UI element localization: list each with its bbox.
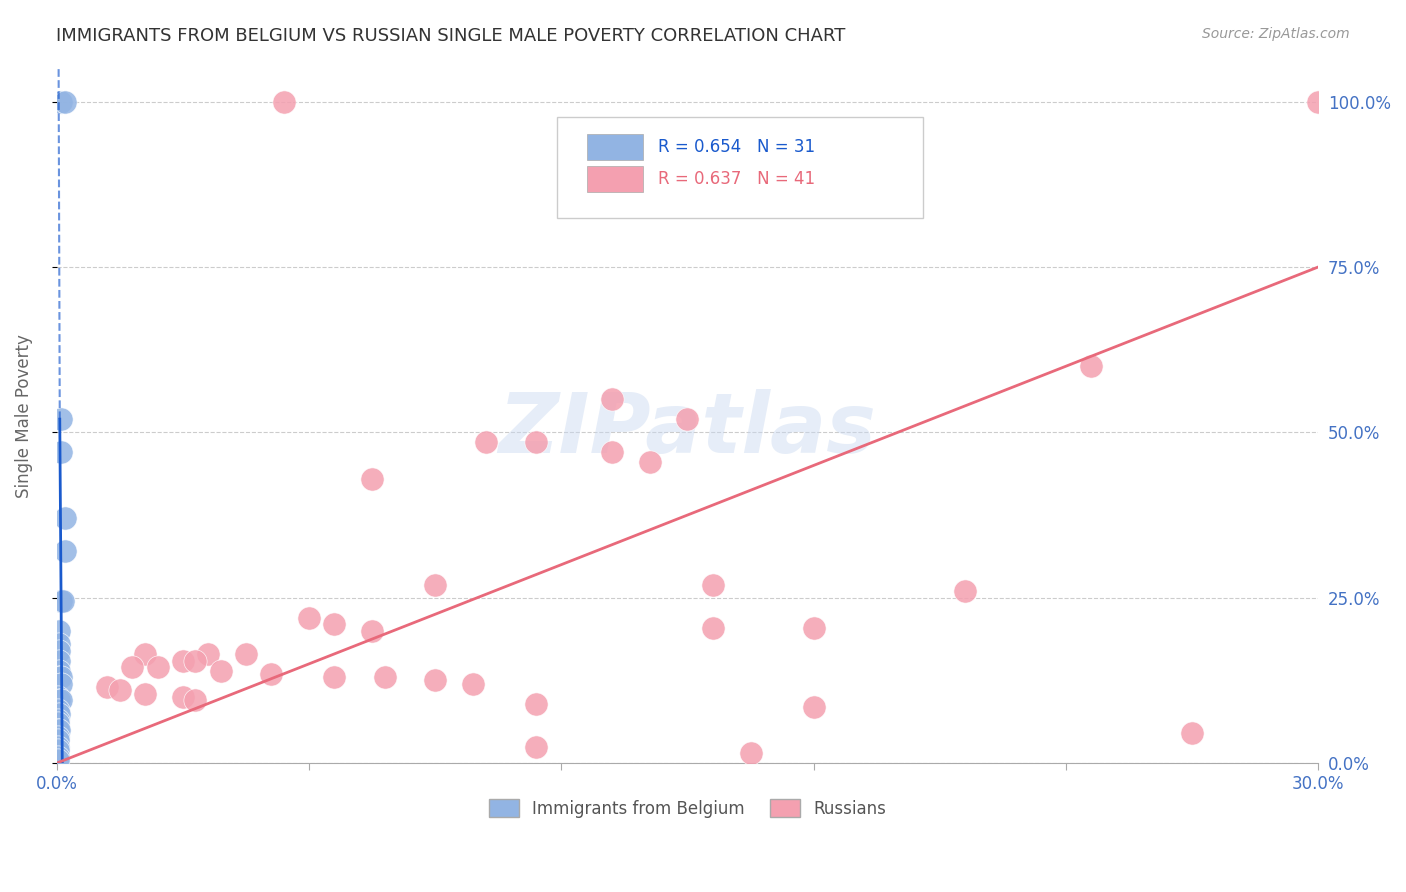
Point <box>953 584 976 599</box>
Point <box>803 620 825 634</box>
Point <box>46 730 69 744</box>
Point <box>48 693 70 707</box>
Point <box>48 706 70 721</box>
Point <box>52 594 75 608</box>
Point <box>600 392 623 407</box>
Point <box>48 723 70 737</box>
Point <box>361 624 384 638</box>
Point <box>46 749 69 764</box>
Point <box>172 690 194 704</box>
Point <box>209 664 232 678</box>
Point <box>524 435 547 450</box>
Point <box>702 620 724 634</box>
Point <box>474 435 496 450</box>
Point <box>374 670 396 684</box>
Point <box>1308 95 1330 109</box>
Point <box>48 624 70 638</box>
Point <box>53 544 76 558</box>
Point <box>53 511 76 525</box>
Text: R = 0.637   N = 41: R = 0.637 N = 41 <box>658 170 815 188</box>
Point <box>184 693 207 707</box>
Point <box>46 713 69 727</box>
Point <box>702 577 724 591</box>
Point <box>46 753 69 767</box>
Point <box>361 472 384 486</box>
Point <box>273 95 295 109</box>
Point <box>48 643 70 657</box>
Point <box>48 637 70 651</box>
Point <box>46 733 69 747</box>
Point <box>49 445 72 459</box>
Text: IMMIGRANTS FROM BELGIUM VS RUSSIAN SINGLE MALE POVERTY CORRELATION CHART: IMMIGRANTS FROM BELGIUM VS RUSSIAN SINGL… <box>56 27 845 45</box>
FancyBboxPatch shape <box>586 166 644 192</box>
Point <box>600 445 623 459</box>
Point <box>1080 359 1102 374</box>
Point <box>46 690 69 704</box>
Point <box>121 660 143 674</box>
Text: R = 0.654   N = 31: R = 0.654 N = 31 <box>658 138 815 156</box>
Point <box>46 743 69 757</box>
Point <box>638 455 661 469</box>
Point <box>298 610 321 624</box>
FancyBboxPatch shape <box>558 117 924 218</box>
Point <box>48 664 70 678</box>
Point <box>48 654 70 668</box>
Point <box>323 670 346 684</box>
Point <box>46 703 69 717</box>
FancyBboxPatch shape <box>586 134 644 161</box>
Point <box>46 739 69 754</box>
Point <box>46 716 69 731</box>
Point <box>260 666 283 681</box>
Point <box>803 699 825 714</box>
Point <box>134 687 156 701</box>
Point <box>49 693 72 707</box>
Point <box>96 680 118 694</box>
Point <box>1181 726 1204 740</box>
Point <box>49 412 72 426</box>
Point <box>197 647 219 661</box>
Text: Source: ZipAtlas.com: Source: ZipAtlas.com <box>1202 27 1350 41</box>
Legend: Immigrants from Belgium, Russians: Immigrants from Belgium, Russians <box>482 793 893 824</box>
Point <box>461 677 484 691</box>
Point <box>49 594 72 608</box>
Point <box>423 673 446 688</box>
Point <box>46 723 69 737</box>
Point <box>676 412 699 426</box>
Point <box>48 670 70 684</box>
Point <box>49 95 72 109</box>
Point <box>740 746 762 760</box>
Y-axis label: Single Male Poverty: Single Male Poverty <box>15 334 32 498</box>
Point <box>184 654 207 668</box>
Point <box>49 670 72 684</box>
Text: ZIPatlas: ZIPatlas <box>499 389 876 470</box>
Point <box>108 683 131 698</box>
Point <box>423 577 446 591</box>
Point <box>524 739 547 754</box>
Point <box>172 654 194 668</box>
Point <box>134 647 156 661</box>
Point <box>49 677 72 691</box>
Point <box>235 647 257 661</box>
Point <box>146 660 169 674</box>
Point <box>53 95 76 109</box>
Point <box>524 697 547 711</box>
Point <box>323 617 346 632</box>
